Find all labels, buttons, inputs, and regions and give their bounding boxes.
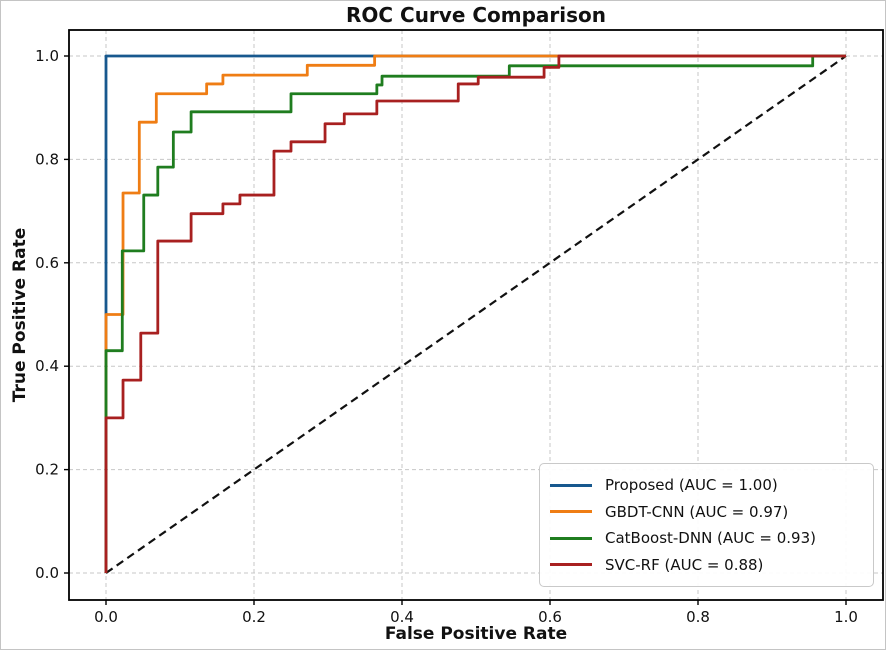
y-tick-label: 0.2 [35,461,59,479]
x-tick-label: 0.4 [390,608,414,626]
x-tick-label: 0.0 [94,608,118,626]
legend-item-label: CatBoost-DNN (AUC = 0.93) [605,529,816,548]
y-tick-label: 0.0 [35,564,59,582]
legend-item-label: SVC-RF (AUC = 0.88) [605,555,764,574]
legend-line-swatch [550,483,592,487]
roc-curve-gbdt-cnn [104,54,846,573]
legend-item-proposed: Proposed (AUC = 1.00) [550,472,863,499]
legend-item-catboost-dnn: CatBoost-DNN (AUC = 0.93) [550,525,863,552]
chart-title: ROC Curve Comparison [345,3,607,27]
axes-spines [68,29,884,601]
legend-line-swatch [550,563,592,567]
roc-curve-svc-rf [104,54,846,573]
legend-line-swatch [550,536,592,540]
roc-curve-catboost-dnn [104,54,846,573]
legend-item-label: Proposed (AUC = 1.00) [605,476,778,495]
legend-item-svc-rf: SVC-RF (AUC = 0.88) [550,552,863,579]
legend-line-swatch [550,510,592,514]
x-axis-label: False Positive Rate [384,624,568,644]
x-tick-label: 0.8 [686,608,710,626]
x-tick-label: 1.0 [834,608,858,626]
y-tick-label: 0.6 [35,254,59,272]
legend-item-label: GBDT-CNN (AUC = 0.97) [605,502,789,521]
y-tick-label: 1.0 [35,47,59,65]
legend-item-gbdt-cnn: GBDT-CNN (AUC = 0.97) [550,499,863,526]
y-tick-label: 0.4 [35,357,59,375]
legend: Proposed (AUC = 1.00) GBDT-CNN (AUC = 0.… [539,463,874,587]
chance-diagonal-line [105,55,847,574]
x-tick-label: 0.2 [242,608,266,626]
x-tick-label: 0.6 [538,608,562,626]
y-tick-label: 0.8 [35,150,59,168]
y-axis-label: True Positive Rate [10,227,30,403]
